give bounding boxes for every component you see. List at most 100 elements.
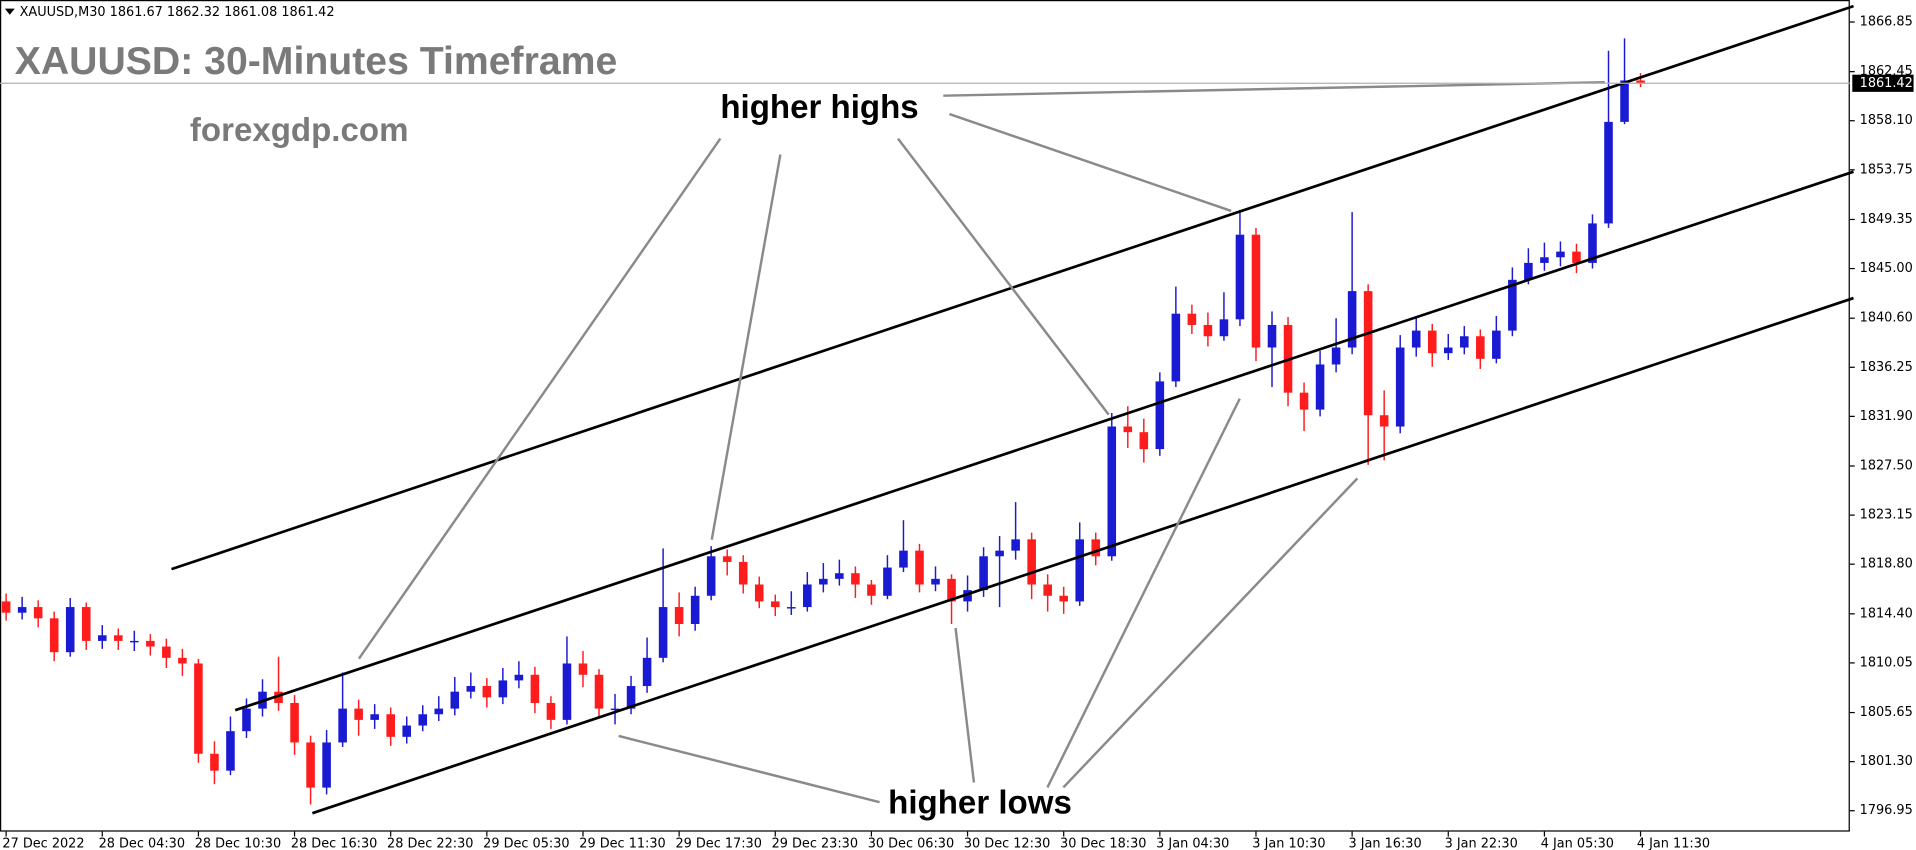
- candle-body: [1267, 324, 1277, 348]
- pointer: [1062, 477, 1359, 789]
- y-tick-label: 1836.25: [1860, 360, 1913, 375]
- y-tick-label: 1805.65: [1860, 705, 1913, 720]
- candle-body: [130, 640, 139, 643]
- y-tick-label: 1840.60: [1860, 311, 1913, 326]
- pointer: [954, 627, 976, 783]
- candles: [1, 38, 1645, 805]
- last-price-label: 1861.42: [1860, 76, 1913, 91]
- candle-body: [1411, 330, 1421, 348]
- candle-body: [674, 607, 684, 624]
- candle-body: [931, 578, 940, 585]
- candle-body: [114, 635, 123, 641]
- pointer: [896, 137, 1110, 416]
- candle-body: [1091, 539, 1101, 557]
- x-tick-label: 29 Dec 23:30: [772, 836, 858, 850]
- candle-body: [1588, 223, 1597, 263]
- candle-body: [803, 584, 812, 608]
- candle-body: [146, 640, 155, 647]
- candle-body: [194, 663, 203, 754]
- last-price-box: [1852, 74, 1914, 92]
- candle-body: [722, 556, 732, 562]
- candle-body: [1219, 319, 1229, 337]
- y-tick-label: 1801.30: [1860, 754, 1913, 769]
- candle-body: [947, 578, 956, 602]
- candle-body: [1540, 257, 1549, 263]
- candle-body: [1123, 426, 1133, 433]
- candle-body: [1107, 426, 1117, 557]
- y-tick-label: 1858.10: [1860, 113, 1913, 128]
- candle-body: [738, 561, 748, 585]
- x-tick-label: 29 Dec 17:30: [675, 836, 761, 850]
- candle-body: [706, 556, 716, 596]
- candle-body: [819, 578, 828, 585]
- candle-body: [450, 691, 460, 709]
- candle-body: [690, 595, 700, 624]
- x-tick-label: 3 Jan 16:30: [1348, 836, 1421, 850]
- candle-body: [610, 708, 620, 711]
- candle-body: [322, 742, 331, 788]
- candle-body: [867, 584, 876, 596]
- chart-title: XAUUSD: 30-Minutes Timeframe: [15, 39, 618, 83]
- y-tick-label: 1849.35: [1860, 212, 1913, 227]
- candle-body: [1059, 595, 1068, 602]
- y-tick-label: 1866.85: [1860, 14, 1913, 29]
- candle-body: [306, 742, 315, 788]
- x-tick-label: 28 Dec 10:30: [195, 836, 281, 850]
- channel-lower: [311, 296, 1854, 815]
- candle-body: [1460, 336, 1469, 348]
- candle-body: [835, 573, 844, 579]
- candle-body: [17, 607, 27, 613]
- candle-body: [1363, 291, 1373, 416]
- header: XAUUSD,M30 1861.67 1862.32 1861.08 1861.…: [20, 5, 335, 20]
- candle-body: [354, 708, 363, 720]
- candle-body: [979, 556, 988, 591]
- candle-body: [1027, 539, 1036, 585]
- candle-body: [482, 686, 492, 698]
- x-tick-label: 3 Jan 04:30: [1156, 836, 1229, 850]
- y-tick-label: 1818.80: [1860, 557, 1913, 572]
- candle-body: [1139, 432, 1149, 450]
- candle-body: [81, 607, 91, 641]
- candle-body: [1556, 251, 1565, 258]
- header-icon: [4, 8, 15, 15]
- candle-body: [1235, 234, 1245, 320]
- candle-body: [1395, 347, 1405, 427]
- candle-body: [754, 584, 764, 602]
- candle-body: [1620, 80, 1629, 122]
- y-tick-label: 1831.90: [1860, 409, 1913, 424]
- candle-body: [883, 567, 892, 596]
- candle-body: [402, 725, 412, 737]
- pointer: [710, 154, 782, 540]
- candle-body: [370, 714, 379, 720]
- candle-body: [1443, 347, 1453, 354]
- candle-body: [578, 663, 588, 675]
- pointer: [943, 80, 1605, 97]
- candle-body: [210, 753, 219, 771]
- candle-body: [1299, 392, 1309, 410]
- candle-body: [1572, 251, 1581, 263]
- candle-body: [642, 657, 652, 687]
- candle-body: [386, 714, 395, 737]
- x-tick-label: 30 Dec 18:30: [1060, 836, 1146, 850]
- watermark: forexgdp.com: [190, 112, 409, 149]
- x-tick-label: 3 Jan 10:30: [1252, 836, 1325, 850]
- candle-body: [274, 691, 283, 703]
- candle-body: [1524, 262, 1533, 280]
- channel-middle: [234, 170, 1854, 712]
- candle-body: [242, 708, 251, 732]
- y-tick-label: 1827.50: [1860, 459, 1913, 474]
- y-tick-label: 1810.05: [1860, 655, 1913, 670]
- candle-body: [658, 607, 668, 658]
- y-tick-label: 1823.15: [1860, 508, 1913, 523]
- candle-body: [1604, 121, 1613, 224]
- candle-body: [514, 674, 524, 681]
- candle-body: [1492, 330, 1501, 359]
- candle-body: [1203, 324, 1213, 337]
- candle-body: [49, 618, 59, 653]
- pointer: [949, 112, 1232, 213]
- candle-body: [1331, 347, 1341, 365]
- candle-body: [562, 663, 572, 720]
- candle-body: [1075, 539, 1085, 602]
- candle-body: [1011, 539, 1020, 551]
